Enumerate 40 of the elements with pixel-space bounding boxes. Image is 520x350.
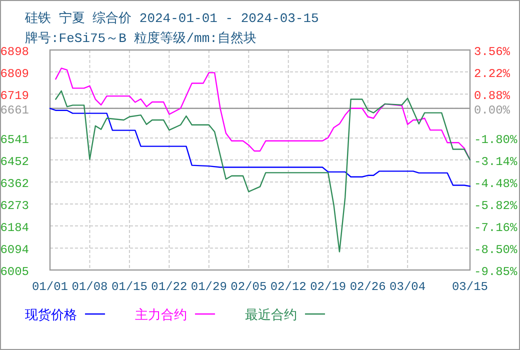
legend-label: 主力合约: [135, 307, 187, 323]
x-tick-label: 01/01: [32, 280, 68, 294]
legend-label: 最近合约: [245, 308, 297, 323]
chart-title: 硅铁 宁夏 综合价 2024-01-01 - 2024-03-15: [24, 10, 319, 26]
y2-tick-label: 0.00%: [474, 103, 511, 118]
y2-tick-label: -1.80%: [474, 132, 518, 147]
y-tick-label: 6661: [0, 103, 29, 118]
y2-tick-label: 0.88%: [474, 88, 511, 103]
x-tick-label: 02/19: [310, 280, 346, 294]
y-tick-label: 6809: [0, 66, 29, 81]
line-series: [49, 108, 471, 187]
y-tick-label: 6541: [0, 132, 29, 147]
y-tick-label: 6719: [0, 89, 29, 104]
y-tick-label: 6273: [0, 198, 29, 213]
x-tick-label: 03/04: [390, 280, 426, 294]
y-tick-label: 6005: [0, 265, 29, 279]
x-tick-label: 01/22: [151, 280, 188, 294]
y2-tick-label: 2.22%: [474, 66, 511, 81]
x-tick-label: 02/05: [230, 280, 267, 294]
y2-tick-label: -4.48%: [474, 176, 518, 191]
x-tick-label: 01/29: [190, 280, 227, 294]
y-tick-label: 6898: [0, 45, 29, 59]
y2-tick-label: -3.14%: [474, 154, 518, 169]
y-tick-label: 6184: [0, 220, 29, 235]
y-tick-label: 6362: [0, 177, 29, 192]
y2-tick-label: -9.85%: [474, 265, 518, 279]
y2-tick-label: -7.16%: [474, 220, 518, 235]
x-tick-label: 02/12: [270, 280, 306, 294]
y2-tick-label: -8.50%: [474, 242, 518, 257]
chart-subtitle: 牌号:FeSi75～B 粒度等级/mm:自然块: [25, 30, 256, 46]
line-series: [55, 90, 471, 252]
x-tick-label: 01/08: [72, 280, 108, 294]
x-tick-label: 01/15: [111, 280, 148, 294]
legend-label: 现货价格: [25, 308, 77, 323]
y2-tick-label: -5.82%: [474, 198, 518, 213]
y2-tick-label: 3.56%: [474, 45, 511, 59]
y-tick-label: 6094: [0, 243, 29, 258]
y-tick-label: 6452: [0, 154, 29, 169]
x-tick-label: 02/26: [350, 280, 386, 294]
x-tick-label: 03/15: [452, 280, 488, 294]
